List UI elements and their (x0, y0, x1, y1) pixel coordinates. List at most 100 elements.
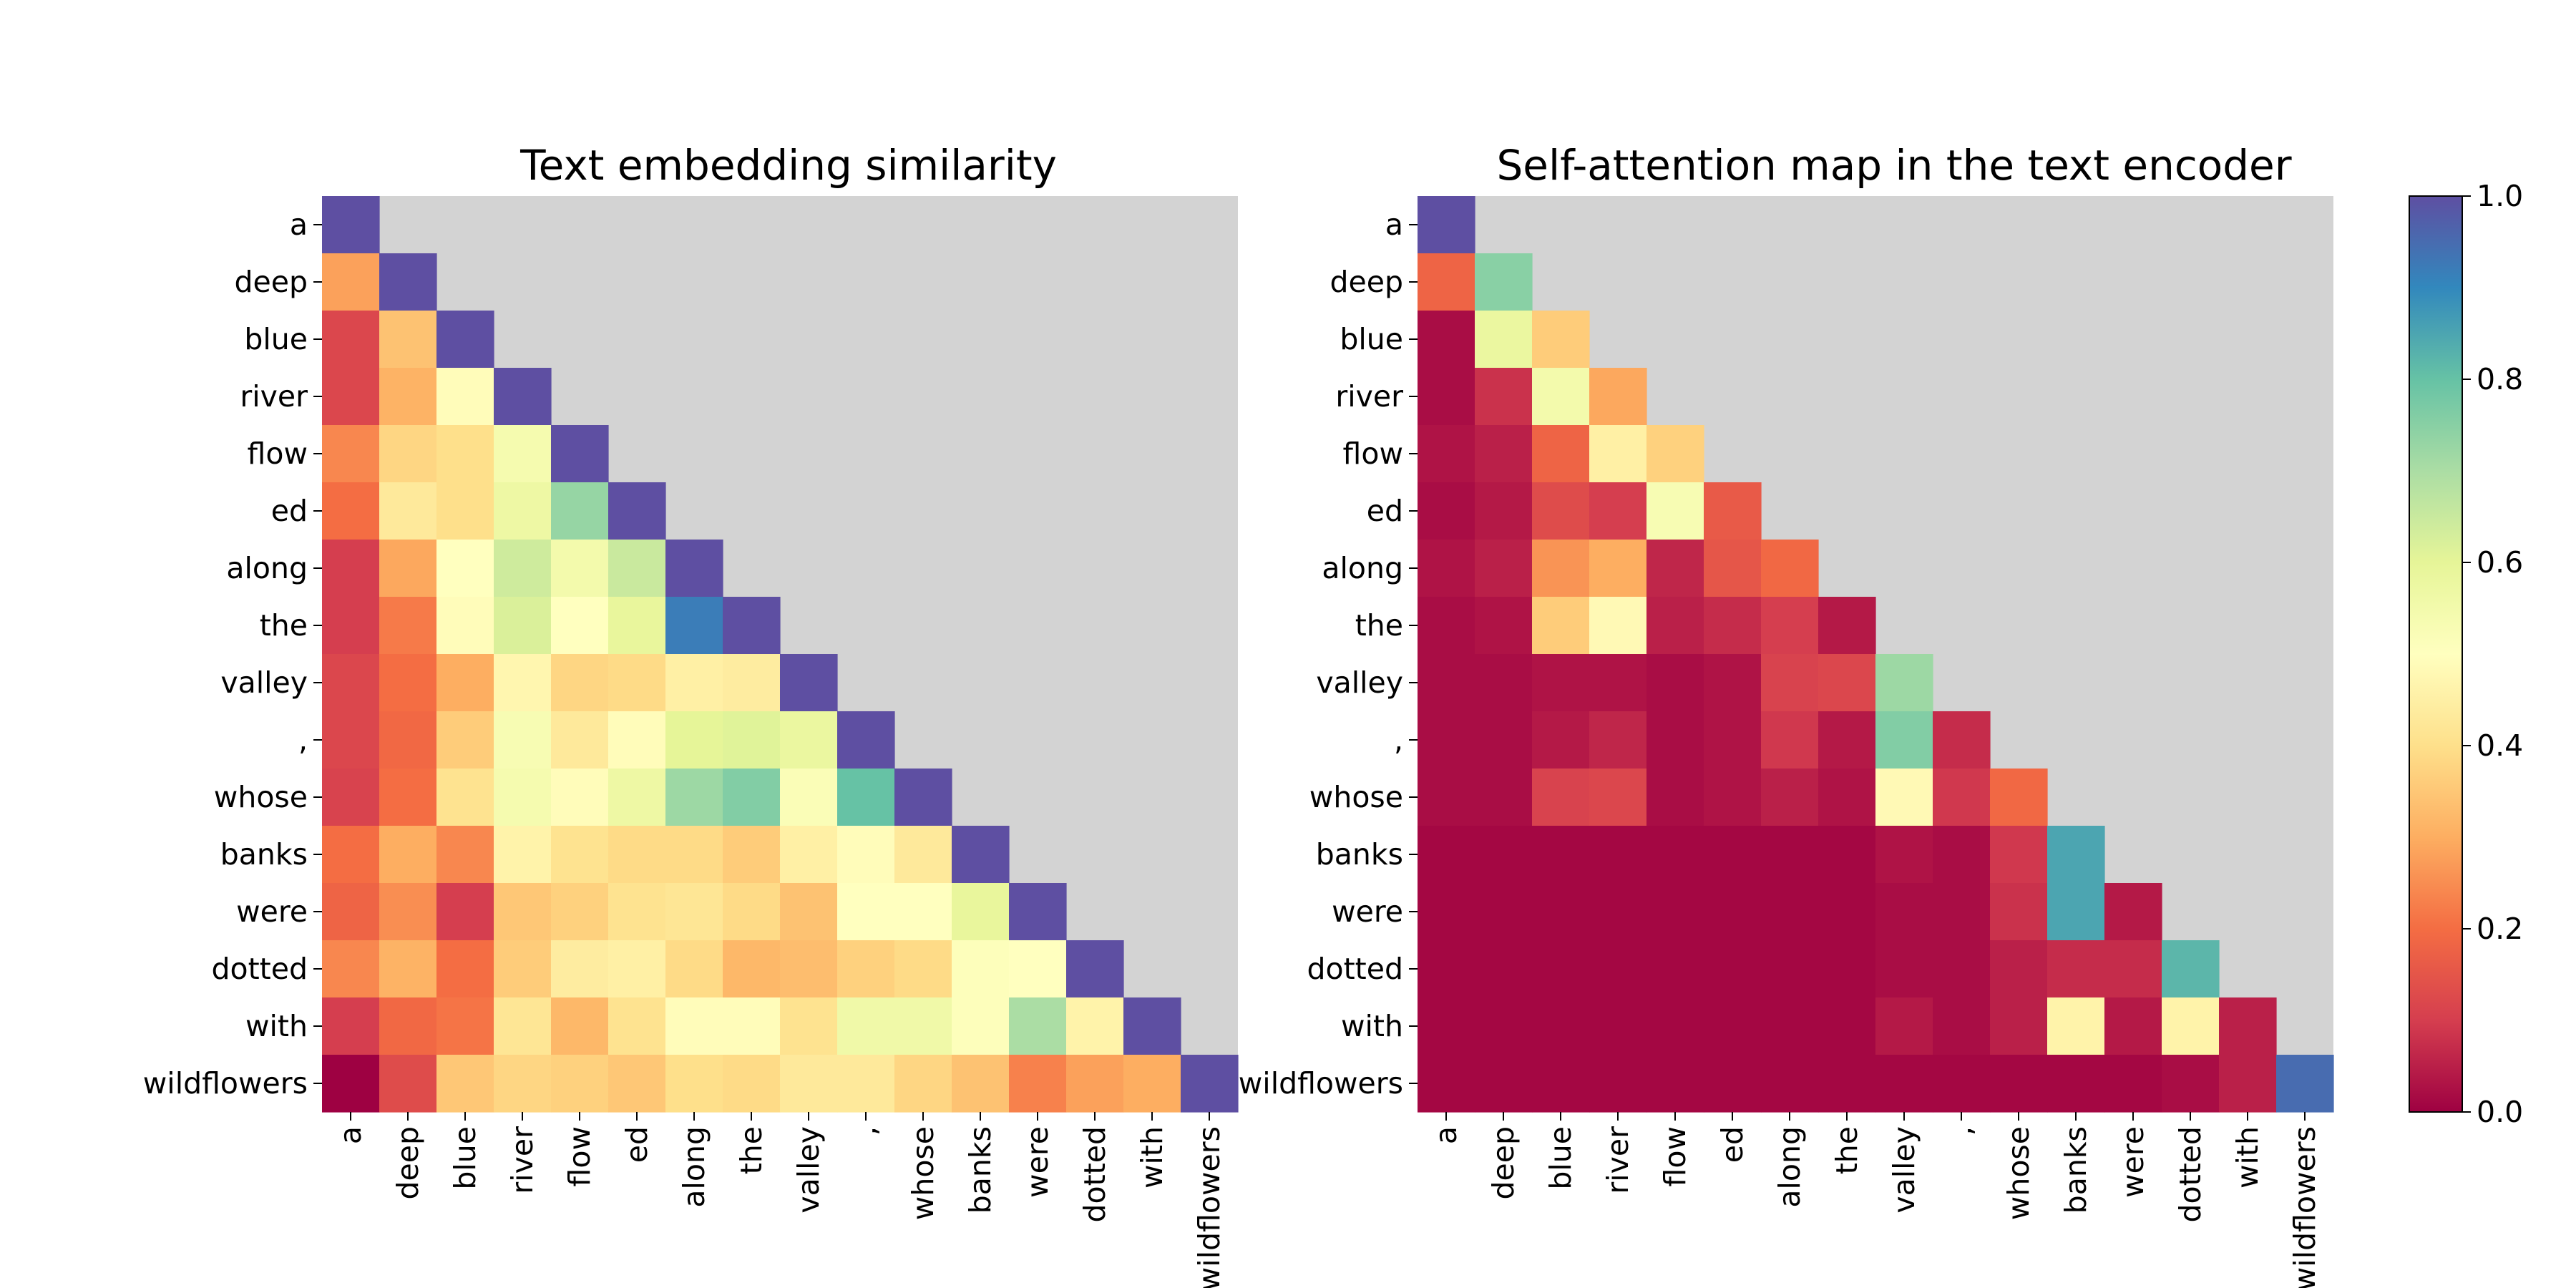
heatmap-cell (379, 997, 437, 1055)
heatmap-cell (1761, 769, 1819, 826)
heatmap-cell (551, 826, 609, 884)
x-tick-label: were (2116, 1126, 2150, 1198)
y-tick-label: , (298, 723, 308, 757)
heatmap-cell (1589, 711, 1647, 769)
heatmap-cell (2047, 940, 2105, 998)
heatmap-cell (494, 482, 552, 540)
heatmap-cell (322, 883, 380, 941)
heatmap-cell (1589, 597, 1647, 655)
heatmap-cell (436, 425, 494, 483)
y-tick-label: were (236, 894, 308, 929)
heatmap-cell (1761, 540, 1819, 597)
heatmap-cell (2104, 1055, 2162, 1113)
heatmap-cell (1475, 1055, 1533, 1113)
heatmap-cell (379, 368, 437, 426)
colorbar-ticks: 0.0 0.2 0.4 0.6 0.8 1.0 (2462, 179, 2523, 1129)
heatmap-cell (1818, 826, 1876, 884)
heatmap-cell (1646, 654, 1704, 712)
heatmap-cell (894, 997, 952, 1055)
heatmap-cell (723, 1055, 781, 1113)
heatmap-cell (551, 711, 609, 769)
y-tick-label: wildflowers (1239, 1066, 1403, 1101)
heatmap-cell (665, 769, 723, 826)
x-tick-label: blue (448, 1126, 482, 1190)
heatmap-cell (379, 654, 437, 712)
heatmap-cell (1704, 711, 1762, 769)
heatmap-cell (1418, 997, 1475, 1055)
heatmap-cell (837, 940, 895, 998)
y-tick-label: with (1341, 1009, 1403, 1043)
heatmap-cell (322, 711, 380, 769)
heatmap-cell (551, 597, 609, 655)
x-tick-label: , (1944, 1126, 1979, 1136)
y-tick-label: along (226, 551, 308, 585)
heatmap-cell (2104, 997, 2162, 1055)
y-tick-label: along (1322, 551, 1403, 585)
heatmap-cell (322, 940, 380, 998)
x-tick-label: , (849, 1126, 883, 1136)
heatmap-cell (322, 1055, 380, 1113)
heatmap-cell (1761, 826, 1819, 884)
heatmap-cell (723, 826, 781, 884)
y-tick-label: ed (271, 494, 308, 528)
heatmap-cell (1589, 883, 1647, 941)
colorbar-tick-label: 0.2 (2477, 912, 2523, 946)
heatmap-cell (665, 711, 723, 769)
heatmap-cell (494, 883, 552, 941)
heatmap-cell (1875, 883, 1933, 941)
y-tick-label: a (290, 208, 308, 242)
y-tick-label: deep (1330, 265, 1404, 299)
heatmap-cell (723, 654, 781, 712)
heatmap-cell (1990, 997, 2048, 1055)
heatmap-cell (1418, 711, 1475, 769)
heatmap-cell (1818, 1055, 1876, 1113)
heatmap-cell (1818, 940, 1876, 998)
heatmap-cell (1933, 769, 1991, 826)
heatmap-cell (1532, 540, 1590, 597)
heatmap-cell (551, 883, 609, 941)
heatmap-cell (1761, 940, 1819, 998)
y-tick-label: the (260, 608, 308, 643)
heatmap-cell (780, 654, 838, 712)
x-tick-label: with (2230, 1126, 2265, 1189)
heatmap-cell (1589, 425, 1647, 483)
heatmap-cell (1818, 883, 1876, 941)
heatmap-cell (723, 769, 781, 826)
heatmap-cell (1933, 997, 1991, 1055)
y-tick-label: dotted (1307, 952, 1403, 986)
heatmap-cell (1589, 940, 1647, 998)
heatmap-2-title: Self-attention map in the text encoder (1496, 141, 2291, 190)
heatmap-cell (1475, 826, 1533, 884)
heatmap-cell (1475, 711, 1533, 769)
heatmap-cell (551, 654, 609, 712)
heatmap-cell (436, 883, 494, 941)
y-tick-label: valley (220, 665, 308, 700)
heatmap-cell (1704, 997, 1762, 1055)
heatmap-cell (1418, 196, 1475, 254)
heatmap-cell (1418, 826, 1475, 884)
heatmap-cell (436, 826, 494, 884)
heatmap-cell (494, 711, 552, 769)
heatmap-cell (1933, 711, 1991, 769)
colorbar-tick-label: 0.6 (2477, 545, 2523, 580)
heatmap-cell (1875, 940, 1933, 998)
heatmap-cell (551, 769, 609, 826)
heatmap-cell (1761, 883, 1819, 941)
y-tick-label: were (1332, 894, 1403, 929)
heatmap-cell (436, 997, 494, 1055)
heatmap-cell (1532, 711, 1590, 769)
heatmap-cell (1933, 826, 1991, 884)
heatmap-cell (1818, 997, 1876, 1055)
heatmap-cell (780, 711, 838, 769)
heatmap-cell (1875, 826, 1933, 884)
y-tick-label: river (1335, 379, 1403, 414)
colorbar-tick-label: 0.0 (2477, 1095, 2523, 1129)
x-tick-label: wildflowers (2288, 1126, 2322, 1288)
x-tick-label: were (1020, 1126, 1055, 1198)
heatmap-cell (952, 940, 1010, 998)
heatmap-cell (2162, 940, 2220, 998)
heatmap-cell (2104, 883, 2162, 941)
heatmap-cell (1646, 597, 1704, 655)
heatmap-cell (494, 368, 552, 426)
heatmap-cell (1066, 1055, 1124, 1113)
